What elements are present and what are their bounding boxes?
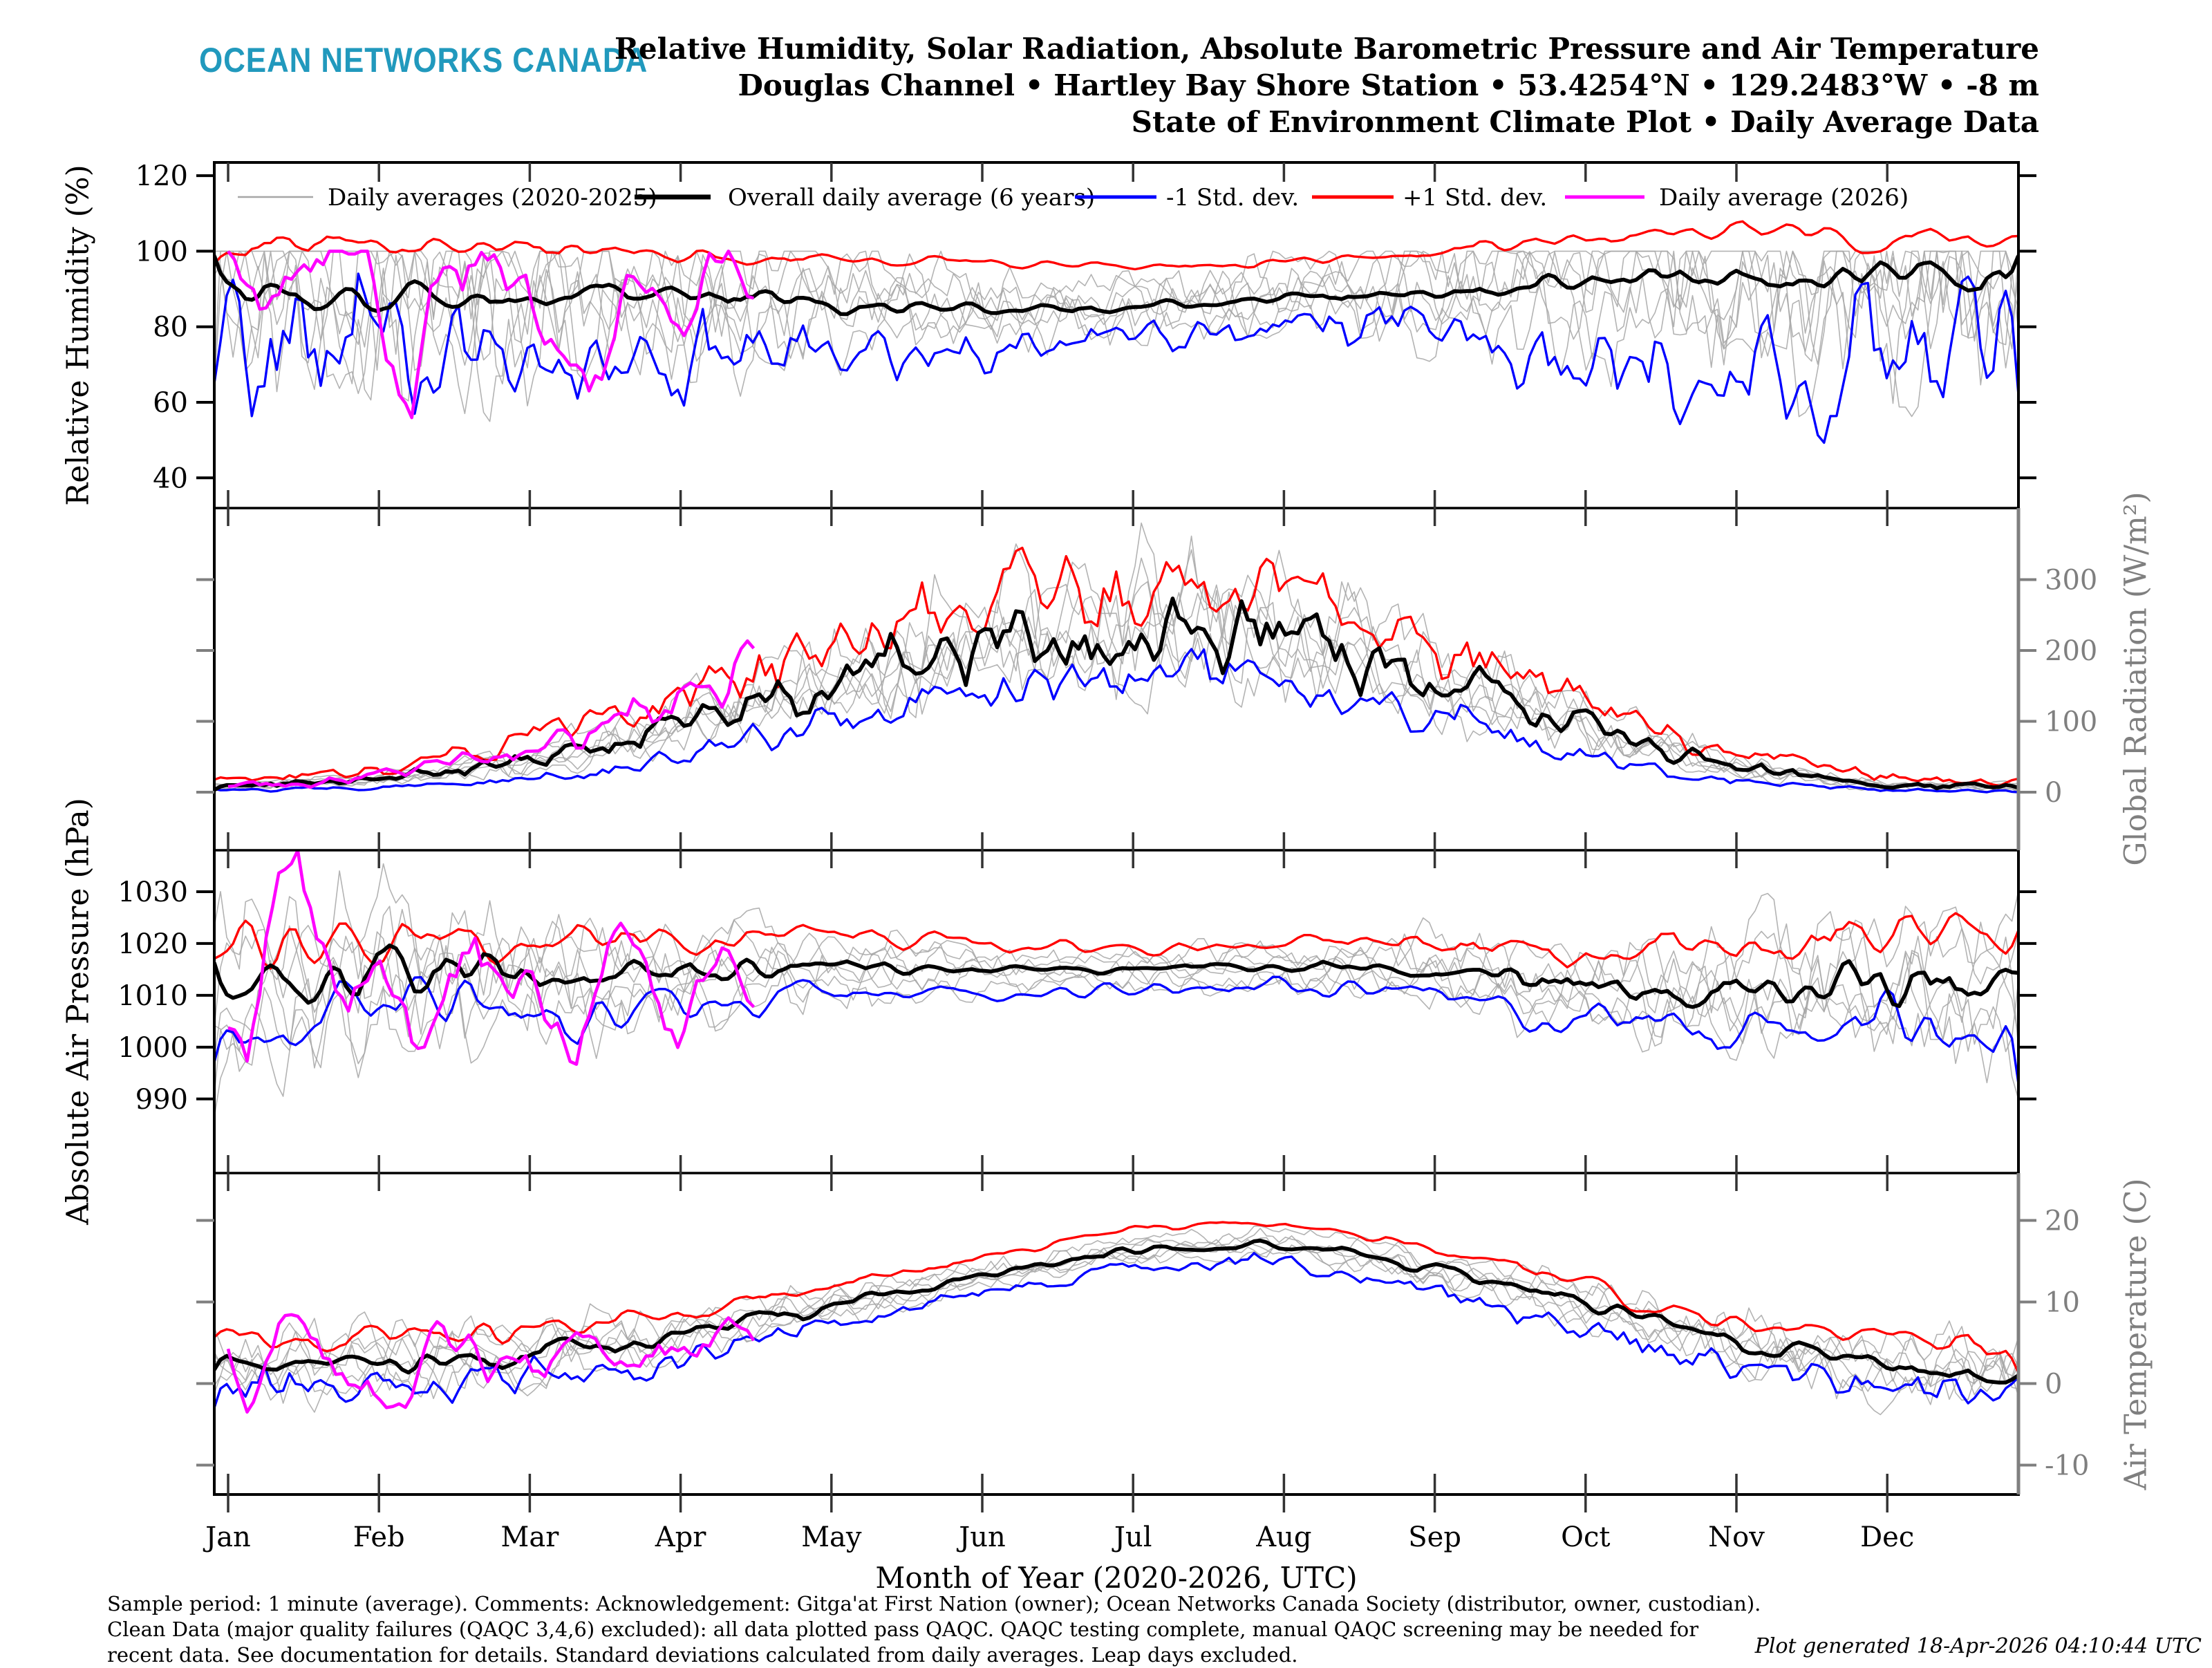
gray-year-line: [214, 931, 2018, 1096]
gray-year-line: [214, 906, 2018, 1045]
y-tick-label: 990: [135, 1084, 188, 1116]
x-tick-label: Dec: [1860, 1521, 1914, 1553]
gray-year-line: [214, 863, 2018, 1014]
overall-mean-line: [214, 943, 2018, 1009]
y-tick-label: 1010: [118, 980, 188, 1012]
gray-year-line: [214, 543, 2018, 791]
y-axis-label-pressure: Absolute Air Pressure (hPa): [60, 798, 96, 1225]
y-ticks-panel-2: 990 1000 1010 1020 1030: [118, 877, 2036, 1116]
y-tick-label: 1000: [118, 1032, 188, 1064]
legend-label: -1 Std. dev.: [1166, 184, 1299, 212]
overall-mean-line: [214, 255, 2018, 317]
y-axis-label-radiation: Global Radiation (W/m²): [2118, 491, 2154, 866]
panel-series-absolute-barometric-pressure: [214, 851, 2018, 1118]
x-tick-label: Jun: [956, 1521, 1006, 1553]
x-tick-label: Sep: [1408, 1521, 1461, 1553]
axes: [213, 161, 2021, 1496]
plot-box: [213, 161, 2020, 1496]
current-year-line: [227, 250, 755, 420]
gray-year-line: [214, 250, 2018, 418]
x-axis-label: Month of Year (2020-2026, UTC): [875, 1561, 1358, 1595]
gray-year-line: [214, 588, 2018, 792]
y-tick-label: 1030: [118, 877, 188, 908]
overall-mean-line: [214, 1238, 2018, 1385]
x-tick-label: Nov: [1708, 1521, 1765, 1553]
y-tick-label: 40: [153, 462, 188, 494]
x-tick-label: Apr: [655, 1521, 706, 1553]
y-tick-label: 200: [2045, 635, 2097, 667]
panel-series-relative-humidity: [214, 220, 2018, 444]
overall-mean-line: [214, 597, 2018, 792]
plot-title: Relative Humidity, Solar Radiation, Abso…: [615, 30, 2039, 140]
y-axis-label-temperature: Air Temperature (C): [2118, 1178, 2154, 1490]
y-tick-label: 80: [153, 312, 188, 344]
plot-generated-timestamp: Plot generated 18-Apr-2026 04:10:44 UTC: [1754, 1634, 2202, 1658]
legend-label: Daily average (2026): [1659, 184, 1909, 212]
plus-one-std-line: [214, 1221, 2018, 1374]
y-tick-label: 1020: [118, 928, 188, 960]
plus-one-std-line: [214, 220, 2018, 271]
x-tick-label: Oct: [1561, 1521, 1610, 1553]
gray-year-line: [214, 250, 2018, 388]
y-ticks-panel-0: 40 60 80 100 120: [135, 160, 2036, 494]
y-tick-label: 0: [2045, 1368, 2062, 1400]
panel-series-air-temperature: [214, 1221, 2018, 1416]
y-ticks-panel-3: -10 0 10 20: [196, 1205, 2089, 1482]
legend: Daily averages (2020-2025) Overall daily …: [238, 184, 1909, 212]
y-tick-label: 100: [135, 236, 188, 268]
x-tick-label: Jan: [203, 1521, 251, 1553]
gray-year-line: [214, 250, 2018, 369]
y-tick-label: 10: [2045, 1286, 2080, 1318]
panel-series-solar-radiation: [214, 522, 2018, 794]
x-tick-label: Feb: [353, 1521, 405, 1553]
gray-year-line: [214, 591, 2018, 791]
gray-year-line: [214, 1244, 2018, 1413]
y-tick-label: 20: [2045, 1205, 2080, 1237]
gray-year-line: [214, 1244, 2018, 1416]
gray-year-line: [214, 535, 2018, 791]
onc-logo: OCEAN NETWORKS CANADA: [199, 41, 648, 79]
y-tick-label: -10: [2045, 1450, 2089, 1482]
footer-notes: Sample period: 1 minute (average). Comme…: [107, 1592, 1761, 1667]
x-tick-label: Mar: [500, 1521, 559, 1553]
y-tick-label: 120: [135, 160, 188, 192]
legend-label: Overall daily average (6 years): [728, 184, 1095, 212]
minus-one-std-line: [214, 1252, 2018, 1409]
y-ticks-panel-1: 0 100 200 300: [196, 565, 2097, 809]
minus-one-std-line: [214, 648, 2018, 794]
plot-title-line-2: Douglas Channel • Hartley Bay Shore Stat…: [738, 68, 2039, 102]
y-axis-label-humidity: Relative Humidity (%): [60, 165, 96, 506]
legend-label: +1 Std. dev.: [1403, 184, 1547, 212]
plus-one-std-line: [214, 546, 2018, 787]
x-tick-label: Aug: [1255, 1521, 1311, 1553]
minus-one-std-line: [214, 272, 2018, 444]
y-tick-label: 100: [2045, 706, 2097, 738]
month-ticks: Jan Feb Mar Apr May Jun Jul Aug Sep Oct Nov Dec: [203, 162, 1914, 1553]
current-year-line: [226, 1313, 756, 1414]
plus-one-std-line: [214, 912, 2018, 970]
legend-label: Daily averages (2020-2025): [328, 184, 657, 212]
x-tick-label: Jul: [1112, 1521, 1152, 1553]
y-tick-label: 60: [153, 387, 188, 419]
current-year-line: [227, 851, 756, 1066]
current-year-line: [227, 639, 756, 789]
gray-year-line: [214, 952, 2018, 1118]
gray-year-line: [214, 250, 2018, 382]
plot-title-line-1: Relative Humidity, Solar Radiation, Abso…: [614, 32, 2039, 66]
x-tick-label: May: [801, 1521, 862, 1553]
y-tick-label: 300: [2045, 565, 2097, 597]
plot-title-line-3: State of Environment Climate Plot • Dail…: [1131, 105, 2039, 139]
y-tick-label: 0: [2045, 777, 2062, 809]
minus-one-std-line: [214, 975, 2018, 1083]
